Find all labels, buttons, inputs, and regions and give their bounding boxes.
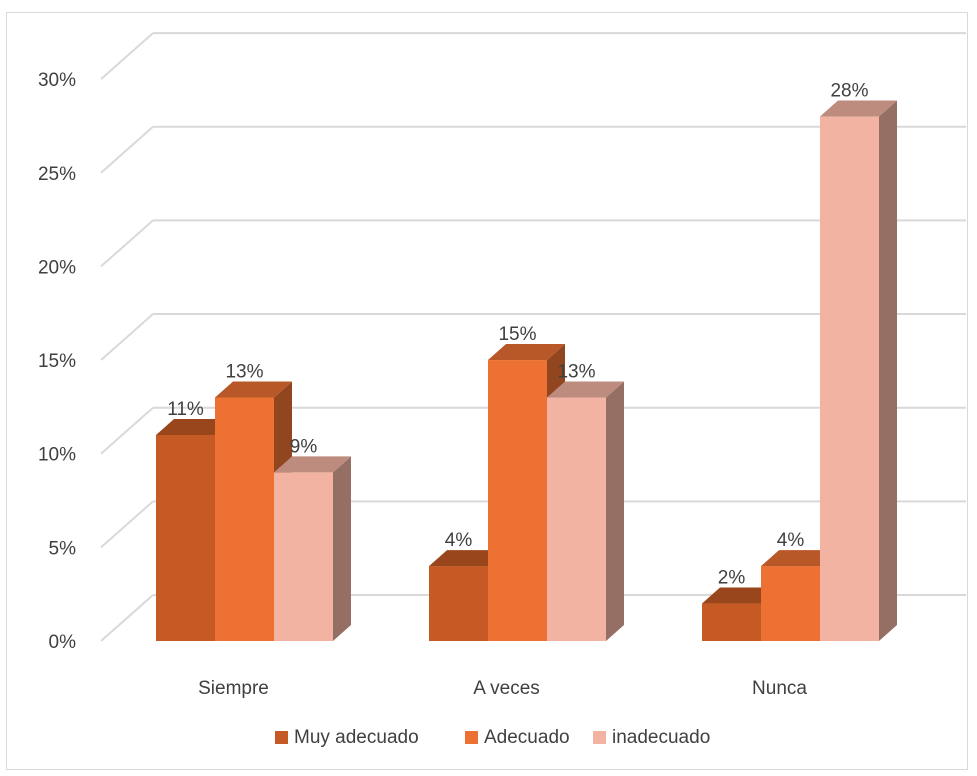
y-tick-label: 10%	[38, 445, 76, 466]
bar-top	[156, 418, 233, 435]
gridline-side	[100, 219, 154, 268]
gridline-side	[100, 32, 154, 80]
legend-label: Adecuado	[484, 727, 570, 748]
bar-top	[702, 587, 779, 604]
bar-top	[547, 381, 624, 398]
bar	[215, 397, 274, 641]
bar	[488, 360, 547, 641]
data-label: 11%	[167, 399, 204, 420]
bar-side	[879, 100, 897, 641]
y-tick-label: 25%	[38, 164, 76, 185]
bar-top	[820, 100, 897, 117]
legend-label: Muy adecuado	[294, 727, 419, 748]
bar	[547, 397, 606, 641]
data-label: 4%	[777, 530, 805, 551]
legend-swatch	[275, 731, 288, 744]
data-label: 4%	[445, 530, 473, 551]
bar	[761, 566, 820, 641]
gridline-side	[100, 594, 154, 642]
legend-swatch	[465, 731, 478, 744]
data-label: 28%	[830, 81, 868, 102]
x-category-label: Siempre	[198, 678, 269, 699]
y-tick-label: 20%	[38, 257, 76, 278]
bar-top	[429, 550, 506, 567]
bar-top	[488, 344, 565, 361]
gridline-side	[100, 406, 154, 455]
bar	[274, 472, 333, 641]
bar-top	[215, 381, 292, 398]
bar	[702, 603, 761, 641]
data-label: 9%	[290, 436, 318, 457]
y-tick-label: 15%	[38, 351, 76, 372]
bar	[156, 434, 215, 641]
data-label: 13%	[557, 362, 595, 383]
bar	[429, 566, 488, 641]
bar	[820, 116, 879, 641]
chart-frame	[6, 12, 968, 770]
x-category-label: Nunca	[752, 678, 807, 699]
legend-label: inadecuado	[612, 727, 710, 748]
gridline-side	[100, 500, 154, 549]
y-tick-label: 0%	[49, 632, 77, 653]
data-label: 15%	[498, 324, 536, 345]
legend-swatch	[593, 731, 606, 744]
gridline-side	[100, 126, 154, 174]
bar-top	[274, 456, 351, 473]
y-tick-label: 30%	[38, 70, 76, 91]
bar-top	[761, 550, 838, 567]
y-tick-label: 5%	[49, 538, 77, 559]
x-category-label: A veces	[473, 678, 540, 699]
data-label: 13%	[225, 362, 263, 383]
bar-side	[606, 381, 624, 641]
data-label: 2%	[718, 568, 746, 589]
gridline-side	[100, 313, 154, 361]
bar-side	[333, 456, 351, 641]
